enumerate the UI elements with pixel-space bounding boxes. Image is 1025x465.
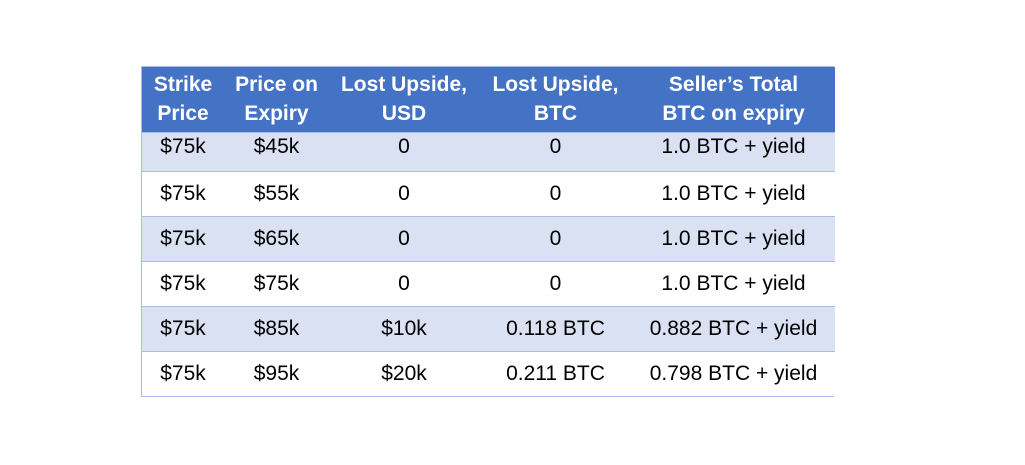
table-header: Strike Price Price on Expiry Lost Upside… [142, 67, 835, 133]
cell-strike: $75k [142, 216, 224, 262]
cell-lost-upside-btc: 0.118 BTC [479, 306, 632, 352]
header-lost-upside-usd: Lost Upside, USD [329, 67, 479, 133]
cell-lost-upside-usd: 0 [329, 216, 479, 262]
cell-price-on-expiry: $95k [224, 351, 329, 396]
cell-lost-upside-usd: 0 [329, 171, 479, 217]
cell-seller-total: 0.882 BTC + yield [632, 306, 835, 352]
cell-price-on-expiry: $75k [224, 261, 329, 307]
cell-price-on-expiry: $85k [224, 306, 329, 352]
cell-strike: $75k [142, 351, 224, 396]
table-row: $75k $45k 0 0 1.0 BTC + yield [142, 132, 835, 172]
cell-seller-total: 0.798 BTC + yield [632, 351, 835, 396]
header-seller-total-btc: Seller’s Total BTC on expiry [632, 67, 835, 133]
header-line: BTC on expiry [662, 102, 805, 125]
cell-seller-total: 1.0 BTC + yield [632, 216, 835, 262]
cell-lost-upside-usd: 0 [329, 132, 479, 172]
cell-lost-upside-btc: 0 [479, 171, 632, 217]
cell-lost-upside-btc: 0 [479, 261, 632, 307]
table-row: $75k $85k $10k 0.118 BTC 0.882 BTC + yie… [142, 306, 835, 352]
cell-lost-upside-btc: 0.211 BTC [479, 351, 632, 396]
cell-lost-upside-btc: 0 [479, 216, 632, 262]
header-price-on-expiry: Price on Expiry [224, 67, 329, 133]
cell-price-on-expiry: $55k [224, 171, 329, 217]
header-line: Strike [153, 73, 213, 96]
header-line: Price on [235, 73, 318, 96]
cell-lost-upside-usd: $10k [329, 306, 479, 352]
header-line: Seller’s Total [668, 73, 799, 96]
options-table: Strike Price Price on Expiry Lost Upside… [141, 66, 835, 397]
cell-price-on-expiry: $65k [224, 216, 329, 262]
header-strike-price: Strike Price [142, 67, 224, 133]
options-table-grid: Strike Price Price on Expiry Lost Upside… [142, 67, 835, 396]
cell-lost-upside-usd: 0 [329, 261, 479, 307]
cell-seller-total: 1.0 BTC + yield [632, 261, 835, 307]
header-line: Lost Upside, [340, 73, 467, 96]
table-row: $75k $65k 0 0 1.0 BTC + yield [142, 216, 835, 262]
cell-strike: $75k [142, 261, 224, 307]
cell-price-on-expiry: $45k [224, 132, 329, 172]
cell-lost-upside-usd: $20k [329, 351, 479, 396]
cell-strike: $75k [142, 171, 224, 217]
header-line: Lost Upside, [492, 73, 619, 96]
header-line: USD [381, 102, 427, 125]
table-row: $75k $95k $20k 0.211 BTC 0.798 BTC + yie… [142, 351, 835, 396]
cell-seller-total: 1.0 BTC + yield [632, 132, 835, 172]
table-row: $75k $55k 0 0 1.0 BTC + yield [142, 171, 835, 217]
cell-lost-upside-btc: 0 [479, 132, 632, 172]
table-row: $75k $75k 0 0 1.0 BTC + yield [142, 261, 835, 307]
header-lost-upside-btc: Lost Upside, BTC [479, 67, 632, 133]
header-line: Expiry [244, 102, 309, 125]
cell-strike: $75k [142, 132, 224, 172]
header-line: BTC [533, 102, 578, 125]
cell-strike: $75k [142, 306, 224, 352]
header-row: Strike Price Price on Expiry Lost Upside… [142, 67, 835, 133]
table-body: $75k $45k 0 0 1.0 BTC + yield $75k $55k … [142, 132, 835, 396]
header-line: Price [157, 102, 209, 125]
cell-seller-total: 1.0 BTC + yield [632, 171, 835, 217]
